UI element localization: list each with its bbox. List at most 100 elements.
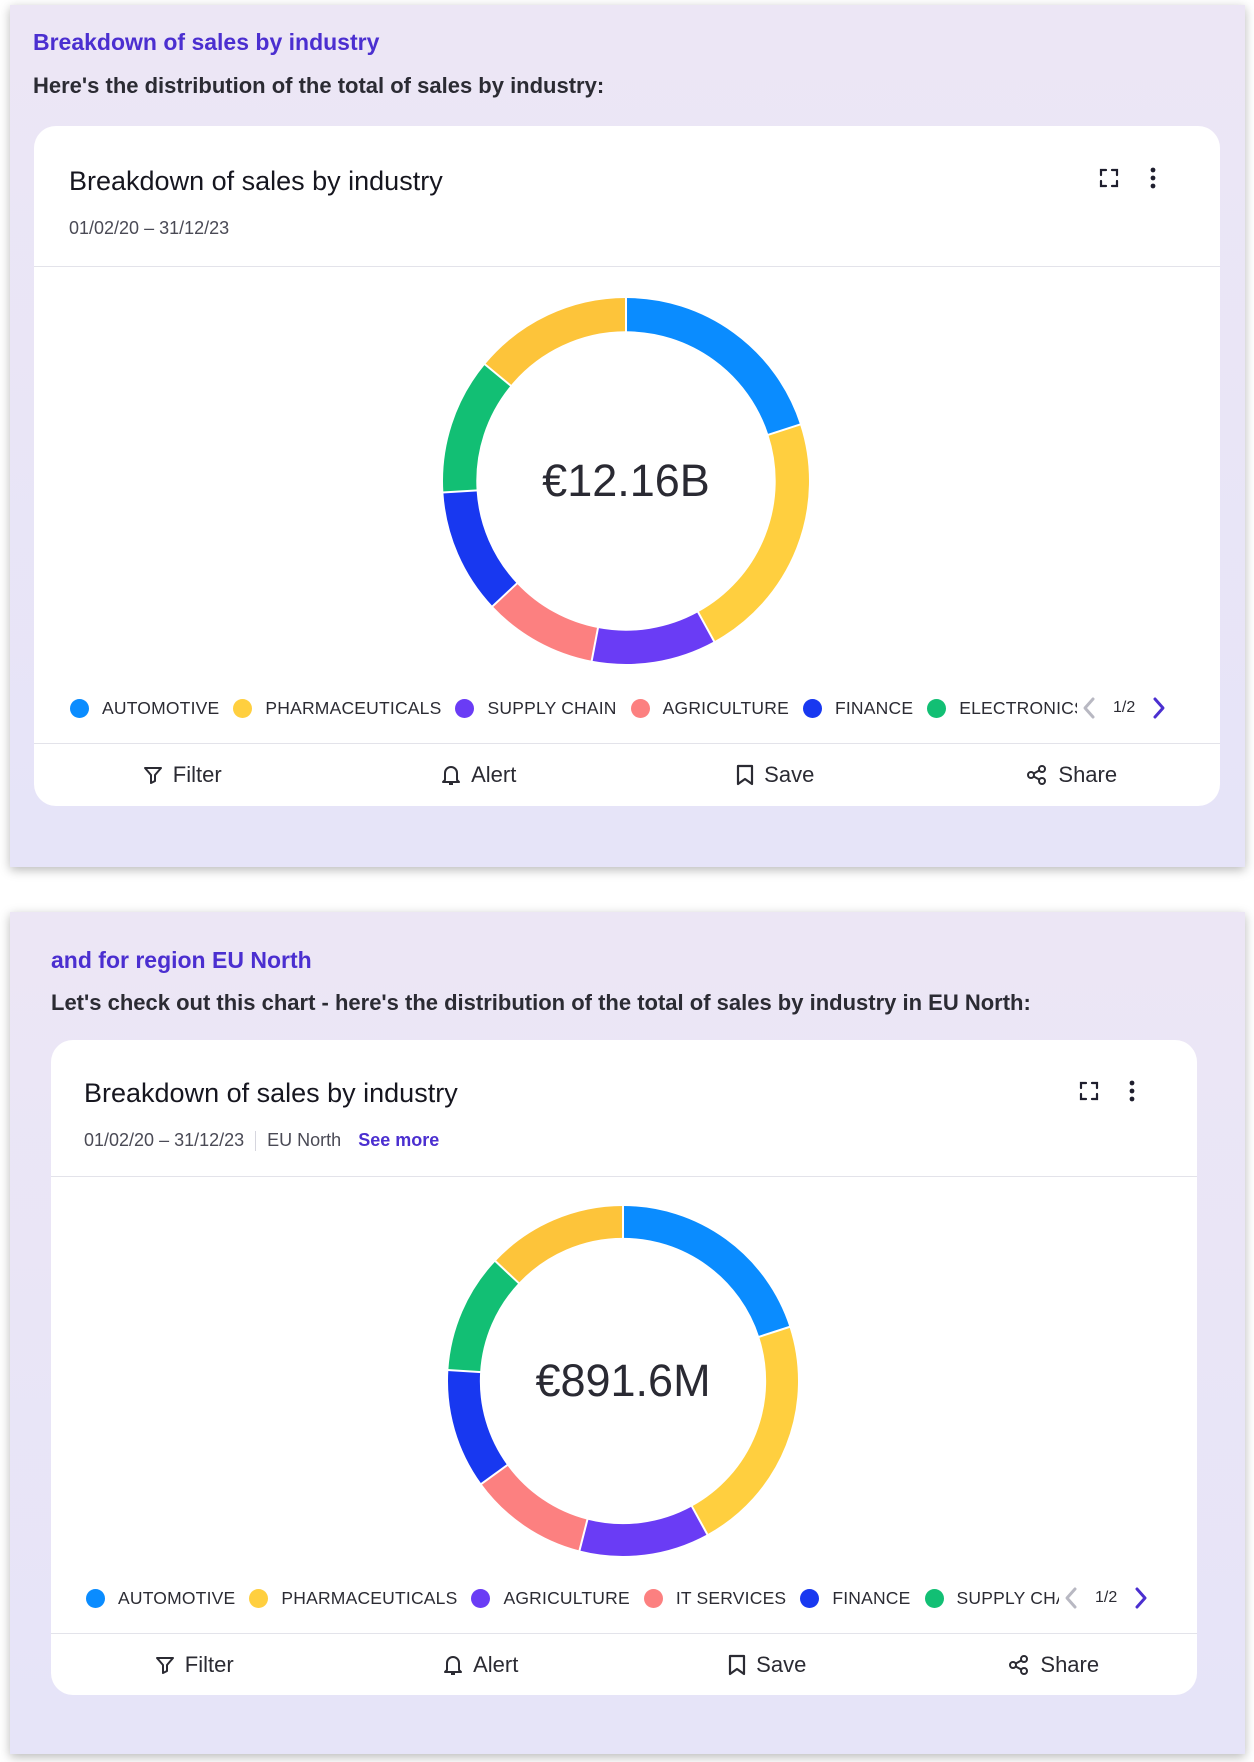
- legend-item[interactable]: IT SERVICES: [643, 1588, 786, 1609]
- legend-label: ELECTRONICS: [959, 697, 1077, 718]
- fullscreen-icon[interactable]: [1074, 1076, 1104, 1106]
- legend-label: AUTOMOTIVE: [118, 1587, 236, 1608]
- donut-slice[interactable]: [697, 424, 809, 642]
- fullscreen-icon[interactable]: [1094, 163, 1124, 193]
- filter-icon: [155, 1656, 174, 1674]
- more-options-icon[interactable]: [1138, 163, 1168, 193]
- legend-label: AGRICULTURE: [662, 697, 789, 718]
- pager-label: 1/2: [1095, 1589, 1118, 1606]
- chevron-right-icon[interactable]: [1129, 1584, 1153, 1612]
- card-title: Breakdown of sales by industry: [84, 1078, 458, 1108]
- donut-slice[interactable]: [443, 364, 511, 493]
- more-options-icon[interactable]: [1117, 1076, 1147, 1106]
- card-meta: 01/02/20 – 31/12/23: [69, 218, 229, 239]
- chevron-left-icon[interactable]: [1059, 1584, 1083, 1612]
- legend-pager: 1/2: [1077, 694, 1171, 722]
- legend-item[interactable]: AUTOMOTIVE: [70, 698, 219, 719]
- legend-item[interactable]: PHARMACEUTICALS: [233, 698, 441, 719]
- legend-dot: [802, 698, 822, 718]
- card-title: Breakdown of sales by industry: [69, 166, 443, 196]
- slice-separator: [442, 489, 478, 494]
- donut-slice[interactable]: [579, 1506, 708, 1556]
- filter-label: Filter: [184, 1651, 234, 1677]
- legend-label: FINANCE: [834, 697, 914, 718]
- legend-item[interactable]: AGRICULTURE: [630, 697, 789, 719]
- chat-message-1: Breakdown of sales by industry Here's th…: [10, 5, 1245, 867]
- slice-separator: [590, 626, 600, 662]
- donut-total-label: €12.16B: [542, 455, 710, 506]
- alert-button[interactable]: Alert: [331, 762, 628, 788]
- legend-label: SUPPLY CHAIN: [487, 697, 617, 718]
- donut-slice[interactable]: [625, 298, 801, 436]
- legend-item[interactable]: ELECTRONICS: [927, 698, 1077, 719]
- legend-dot: [927, 698, 947, 718]
- donut-slice[interactable]: [591, 611, 715, 664]
- donut-total-label: €891.6M: [535, 1355, 711, 1406]
- footer-divider: [34, 743, 1220, 744]
- footer-divider: [51, 1633, 1197, 1634]
- slice-separator: [483, 362, 513, 387]
- save-button[interactable]: Save: [624, 1652, 911, 1678]
- donut-slice[interactable]: [495, 1206, 624, 1284]
- share-label: Share: [1040, 1651, 1100, 1677]
- alert-button[interactable]: Alert: [338, 1652, 625, 1678]
- filter-button[interactable]: Filter: [34, 762, 331, 788]
- slice-separator: [767, 423, 802, 437]
- donut-slice[interactable]: [448, 1261, 519, 1373]
- legend-item[interactable]: FINANCE: [800, 1588, 910, 1609]
- bell-icon: [444, 1655, 463, 1675]
- slice-separator: [491, 582, 519, 608]
- donut-slice[interactable]: [485, 298, 627, 386]
- legend-label: AGRICULTURE: [503, 1587, 630, 1608]
- legend-label: PHARMACEUTICALS: [265, 697, 442, 718]
- filter-button[interactable]: Filter: [51, 1652, 338, 1678]
- donut-slice[interactable]: [691, 1326, 798, 1535]
- donut-slice[interactable]: [448, 1370, 508, 1484]
- chart-card: Breakdown of sales by industry 01/02/20 …: [51, 1040, 1197, 1695]
- card-header-actions: [1094, 163, 1168, 193]
- date-range: 01/02/20 – 31/12/23: [69, 218, 230, 238]
- legend-dot: [455, 698, 475, 718]
- legend-item[interactable]: AGRICULTURE: [471, 1587, 630, 1609]
- region-label: EU North: [267, 1130, 342, 1150]
- share-label: Share: [1058, 762, 1118, 787]
- legend-item[interactable]: AUTOMOTIVE: [86, 1588, 235, 1609]
- legend-dot: [800, 1588, 820, 1608]
- donut-slice[interactable]: [443, 489, 518, 607]
- date-range: 01/02/20 – 31/12/23: [84, 1130, 245, 1150]
- slice-separator: [447, 1368, 482, 1374]
- chat-message-2: and for region EU North Let's check out …: [10, 912, 1245, 1754]
- save-button[interactable]: Save: [627, 762, 924, 788]
- slice-separator: [757, 1325, 791, 1339]
- filter-label: Filter: [172, 762, 222, 787]
- legend-items: AUTOMOTIVE PHARMACEUTICALS SUPPLY CHAIN AGR…: [70, 698, 1077, 719]
- chevron-left-icon[interactable]: [1077, 694, 1101, 722]
- slice-separator: [690, 1505, 709, 1536]
- legend-item[interactable]: SUPPLY CHAIN: [924, 1588, 1059, 1609]
- chart-card: Breakdown of sales by industry 01/02/20 …: [34, 126, 1220, 806]
- bookmark-icon: [729, 1654, 746, 1675]
- legend-dot: [471, 1588, 491, 1608]
- legend-pager: 1/2: [1059, 1584, 1153, 1612]
- slice-separator: [480, 1463, 509, 1486]
- bell-icon: [442, 766, 461, 785]
- donut-slice[interactable]: [622, 1206, 790, 1338]
- message-heading: Breakdown of sales by industry: [33, 29, 380, 55]
- legend-item[interactable]: PHARMACEUTICALS: [249, 1588, 457, 1609]
- share-button[interactable]: Share: [924, 762, 1221, 788]
- legend-item[interactable]: SUPPLY CHAIN: [455, 698, 616, 719]
- message-text: Let's check out this chart - here's the …: [51, 990, 1031, 1015]
- chart-legend: AUTOMOTIVE PHARMACEUTICALS SUPPLY CHAIN AGR…: [70, 694, 1171, 722]
- legend-dot: [233, 698, 253, 718]
- share-button[interactable]: Share: [911, 1652, 1198, 1678]
- donut-slice[interactable]: [492, 583, 599, 661]
- chevron-right-icon[interactable]: [1147, 694, 1171, 722]
- share-icon: [1009, 1654, 1029, 1675]
- save-label: Save: [756, 1651, 807, 1677]
- see-more-link[interactable]: See more: [358, 1130, 440, 1150]
- legend-item[interactable]: FINANCE: [802, 697, 914, 719]
- card-actions: Filter Alert Save Share: [51, 1634, 1197, 1695]
- donut-slice[interactable]: [481, 1464, 588, 1551]
- legend-dot: [630, 698, 650, 718]
- card-meta: 01/02/20 – 31/12/23 EU North See more: [84, 1130, 439, 1151]
